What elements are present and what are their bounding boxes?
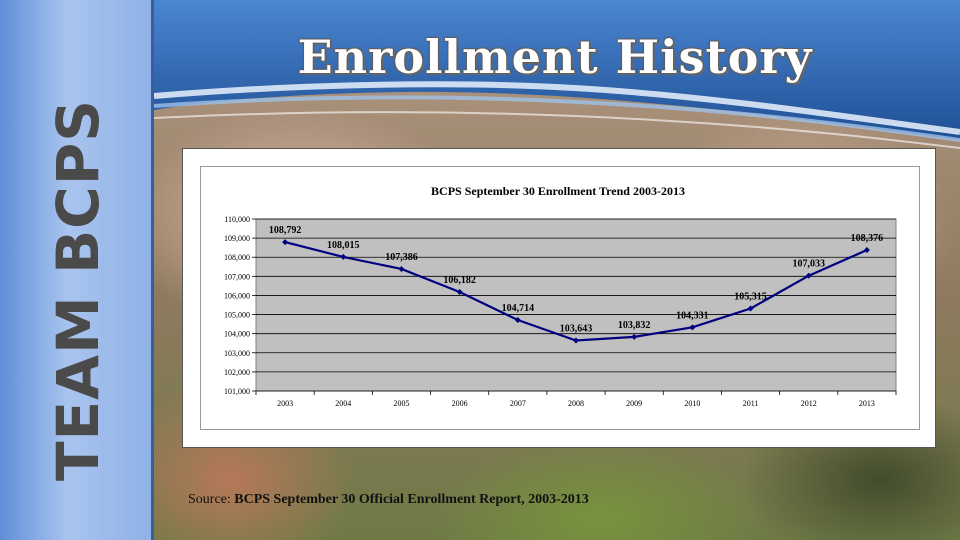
data-label: 108,792 — [269, 225, 302, 236]
header-band — [154, 0, 960, 150]
data-point — [863, 247, 870, 254]
data-point — [689, 324, 696, 331]
data-label: 104,714 — [502, 303, 535, 314]
data-point — [514, 317, 521, 324]
x-tick-label: 2005 — [393, 399, 409, 408]
data-label: 107,033 — [792, 259, 825, 270]
x-tick-label: 2004 — [335, 399, 351, 408]
x-tick-label: 2013 — [859, 399, 875, 408]
y-tick-label: 108,000 — [224, 253, 250, 262]
data-label: 108,015 — [327, 240, 360, 251]
data-point — [456, 288, 463, 295]
data-label: 103,832 — [618, 320, 651, 331]
y-tick-label: 109,000 — [224, 234, 250, 243]
y-tick-label: 104,000 — [224, 330, 250, 339]
sidebar-band: TEAM BCPS — [0, 0, 154, 540]
data-point — [805, 272, 812, 279]
data-point — [573, 337, 579, 344]
y-tick-label: 106,000 — [224, 291, 250, 300]
y-tick-label: 107,000 — [224, 272, 250, 281]
data-point — [340, 253, 347, 260]
data-point — [747, 305, 754, 312]
x-tick-label: 2011 — [743, 399, 759, 408]
y-tick-label: 105,000 — [224, 311, 250, 320]
source-text: BCPS September 30 Official Enrollment Re… — [234, 492, 589, 507]
x-tick-label: 2008 — [568, 399, 584, 408]
y-tick-label: 102,000 — [224, 368, 250, 377]
data-label: 107,386 — [385, 252, 418, 263]
x-tick-label: 2007 — [510, 399, 526, 408]
x-tick-label: 2006 — [452, 399, 468, 408]
data-point — [631, 333, 638, 340]
data-point — [398, 265, 405, 272]
chart-frame: BCPS September 30 Enrollment Trend 2003-… — [182, 148, 936, 448]
source-note: Source: BCPS September 30 Official Enrol… — [188, 492, 589, 508]
data-label: 104,331 — [676, 310, 709, 321]
x-tick-label: 2009 — [626, 399, 642, 408]
data-label: 106,182 — [443, 275, 476, 286]
y-tick-label: 101,000 — [224, 387, 250, 396]
enrollment-line-chart: BCPS September 30 Enrollment Trend 2003-… — [224, 184, 897, 408]
data-label: 108,376 — [851, 233, 884, 244]
data-point — [282, 239, 289, 246]
x-tick-label: 2010 — [684, 399, 700, 408]
data-label: 103,643 — [560, 323, 593, 334]
x-tick-label: 2003 — [277, 399, 293, 408]
header-swoosh-graphic — [154, 0, 960, 149]
x-tick-label: 2012 — [801, 399, 817, 408]
data-label: 105,315 — [734, 292, 767, 303]
source-prefix: Source: — [188, 492, 231, 507]
sidebar-label: TEAM BCPS — [44, 98, 112, 482]
chart-title: BCPS September 30 Enrollment Trend 2003-… — [431, 184, 685, 198]
y-tick-label: 103,000 — [224, 349, 250, 358]
y-tick-label: 110,000 — [224, 215, 250, 224]
slide-title: Enrollment History — [297, 30, 813, 84]
chart-area: BCPS September 30 Enrollment Trend 2003-… — [200, 166, 920, 430]
